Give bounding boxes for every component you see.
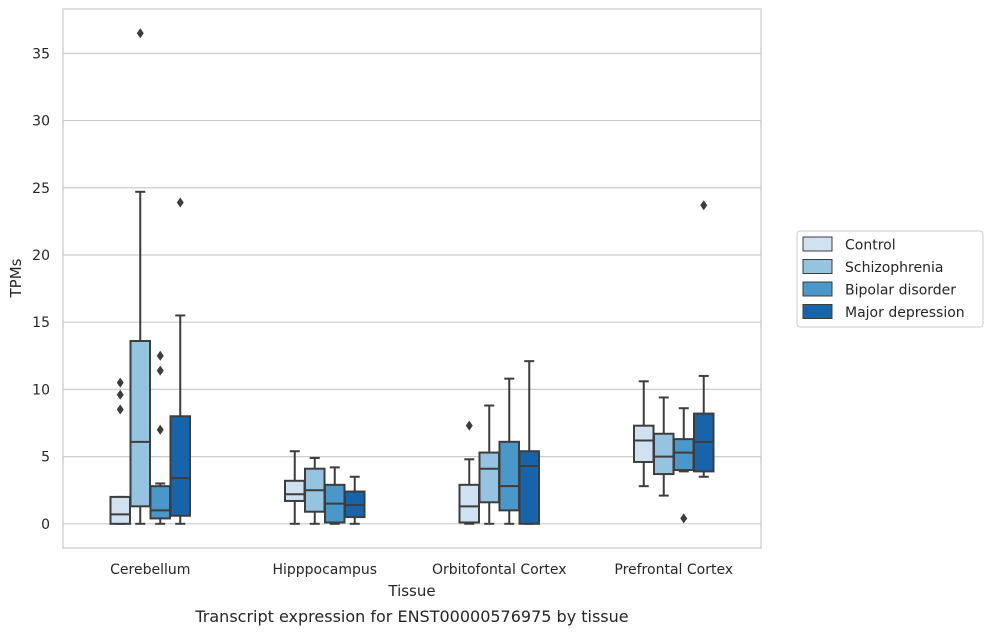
box: [109, 377, 131, 525]
box: [693, 200, 715, 478]
legend-item: Major depression: [802, 304, 965, 321]
y-tick-label: 30: [32, 114, 50, 130]
box-series: [109, 28, 715, 525]
outlier-point: [680, 513, 688, 524]
y-axis-title: TPMs: [7, 258, 25, 298]
outlier-point: [156, 365, 164, 376]
legend-swatch: [802, 236, 833, 252]
y-tick-label: 20: [32, 248, 50, 264]
box-body: [169, 415, 191, 517]
box: [518, 360, 540, 525]
plot-frame: [62, 8, 762, 549]
legend-swatch: [802, 259, 833, 274]
box: [458, 420, 480, 525]
outlier-point: [156, 350, 164, 361]
outlier-point: [116, 404, 124, 415]
x-axis-ticks: Cerebellum Hipppocampus Orbitofontal Corte…: [110, 562, 733, 578]
legend-item: Control: [802, 236, 896, 254]
box-body: [653, 432, 675, 476]
x-tick-label: Prefrontal Cortex: [614, 562, 733, 578]
y-axis-ticks: 0 5 10 15 20 25 30 35: [32, 46, 50, 532]
box: [304, 456, 326, 525]
figure-caption: Transcript expression for ENST0000057697…: [194, 607, 628, 626]
outlier-point: [136, 28, 144, 39]
legend-swatch: [802, 281, 833, 297]
y-tick-label: 0: [41, 517, 50, 533]
outlier-point: [700, 200, 708, 211]
legend-swatch: [802, 304, 833, 319]
box-body: [673, 438, 695, 472]
legend: Control Schizophrenia Bipolar disorder Majo…: [796, 230, 984, 328]
legend-label: Bipolar disorder: [845, 283, 956, 299]
series-control: [109, 377, 655, 525]
series-major-depression: [169, 197, 715, 525]
x-tick-label: Cerebellum: [110, 562, 190, 578]
y-tick-label: 25: [32, 181, 50, 197]
box: [324, 466, 346, 525]
y-tick-label: 35: [32, 46, 50, 62]
outlier-point: [116, 389, 124, 400]
box: [653, 396, 675, 497]
y-tick-label: 5: [41, 450, 50, 466]
legend-frame: [796, 230, 984, 328]
box-body: [478, 451, 500, 504]
legend-label: Schizophrenia: [845, 260, 943, 276]
y-tick-label: 15: [32, 315, 50, 331]
box: [478, 404, 500, 525]
box: [149, 350, 171, 525]
y-tick-label: 10: [32, 382, 50, 398]
box-body: [109, 495, 131, 525]
legend-item: Schizophrenia: [802, 259, 943, 276]
outlier-point: [176, 197, 184, 208]
box-body: [458, 483, 480, 524]
x-tick-label: Hipppocampus: [272, 562, 377, 578]
box-body: [149, 485, 171, 520]
box: [284, 450, 306, 525]
box-body: [633, 424, 655, 463]
legend-label: Control: [845, 238, 896, 254]
series-bipolar-disorder: [149, 350, 695, 525]
box: [129, 28, 151, 525]
legend-item: Bipolar disorder: [802, 281, 956, 299]
box-body: [129, 340, 151, 508]
box-body: [498, 440, 520, 512]
x-axis-title: Tissue: [387, 582, 435, 600]
box: [169, 197, 191, 525]
outlier-point: [116, 377, 124, 388]
x-tick-label: Orbitofontal Cortex: [432, 562, 567, 578]
outlier-point: [465, 420, 473, 431]
box: [498, 377, 520, 525]
series-schizophrenia: [129, 28, 675, 525]
outlier-point: [156, 424, 164, 435]
box-body: [284, 479, 306, 502]
legend-label: Major depression: [845, 305, 965, 321]
box-body: [518, 450, 540, 525]
box: [344, 475, 366, 525]
